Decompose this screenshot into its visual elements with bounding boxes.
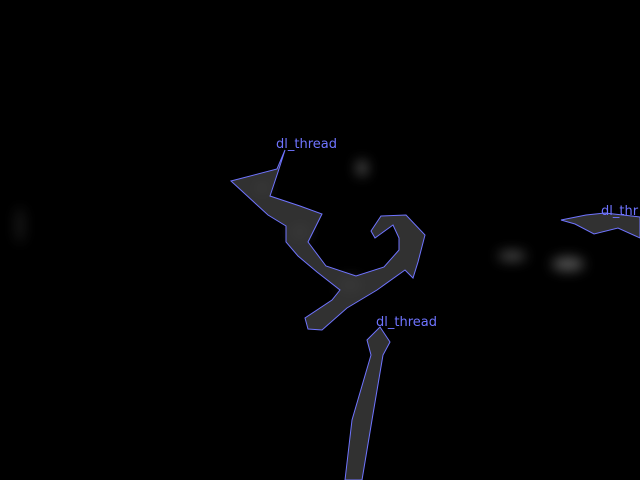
thread-mask-2 <box>344 326 391 480</box>
annotation-label-2: dl_thread <box>376 315 437 330</box>
thread-mask-3 <box>560 212 640 239</box>
annotation-label-1: dl_thread <box>276 137 337 152</box>
thread-mask-1 <box>229 149 426 331</box>
annotation-label-3: dl_thr <box>601 204 639 219</box>
